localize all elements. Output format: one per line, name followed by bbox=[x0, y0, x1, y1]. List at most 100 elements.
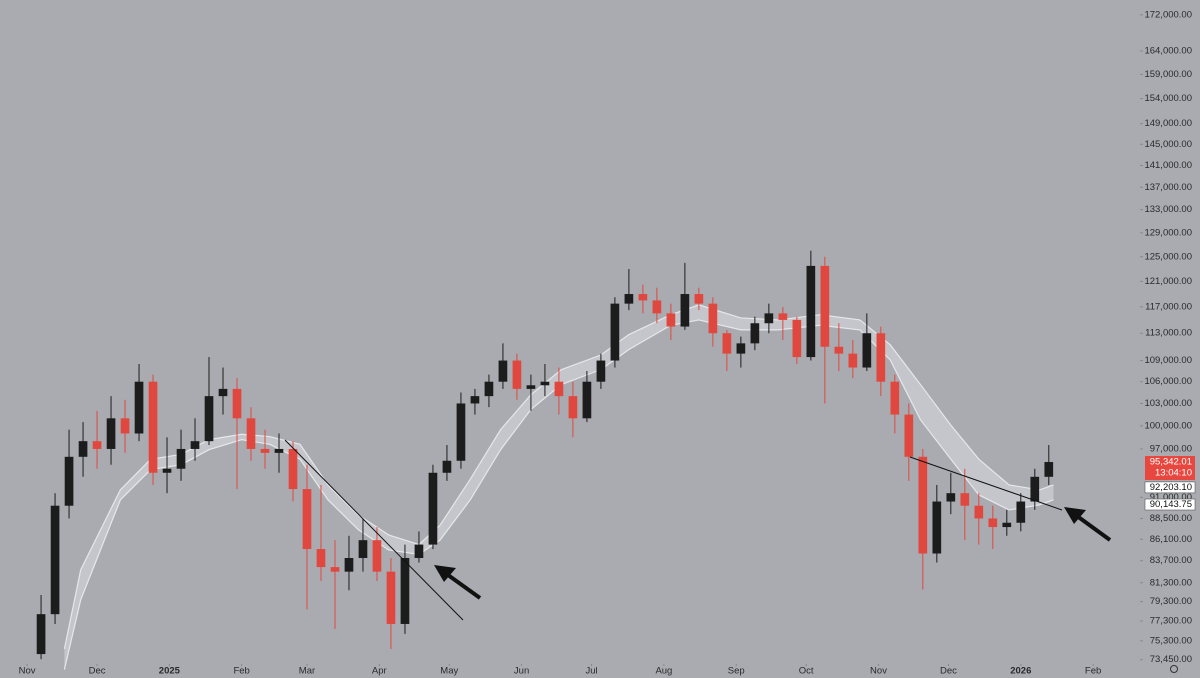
candle-body bbox=[848, 353, 858, 368]
price-label: 95,342.01 bbox=[1150, 457, 1192, 468]
x-tick-label: Dec bbox=[940, 666, 957, 677]
y-tick-label: 121,000.00 bbox=[1144, 276, 1192, 287]
candle-body bbox=[722, 333, 732, 354]
y-tick-label: 79,300.00 bbox=[1150, 596, 1192, 607]
candle-body bbox=[162, 468, 172, 473]
candle-body bbox=[92, 441, 102, 449]
candle-body bbox=[918, 456, 928, 554]
arrow bbox=[434, 565, 482, 600]
y-tick-label: 73,450.00 bbox=[1150, 654, 1192, 665]
y-tick-label: 145,000.00 bbox=[1144, 139, 1192, 150]
y-tick-label: 149,000.00 bbox=[1144, 118, 1192, 129]
candle-body bbox=[498, 360, 508, 382]
y-tick-label: 129,000.00 bbox=[1144, 227, 1192, 238]
candle-body bbox=[64, 456, 74, 506]
candle-body bbox=[946, 493, 956, 502]
candle-body bbox=[36, 614, 46, 655]
candle-body bbox=[890, 381, 900, 415]
x-tick-label: 2026 bbox=[1010, 666, 1031, 677]
candle-body bbox=[582, 381, 592, 419]
candle-body bbox=[330, 567, 340, 572]
y-tick-label: 137,000.00 bbox=[1144, 182, 1192, 193]
candle-body bbox=[610, 303, 620, 361]
y-tick-label: 91,000.00 bbox=[1150, 492, 1192, 503]
candle-body bbox=[274, 448, 284, 453]
y-tick-label: 154,000.00 bbox=[1144, 93, 1192, 104]
candle-body bbox=[554, 381, 564, 397]
y-tick-label: 164,000.00 bbox=[1144, 45, 1192, 56]
x-tick-label: Nov bbox=[870, 666, 887, 677]
y-tick-label: 75,300.00 bbox=[1150, 635, 1192, 646]
y-tick-label: 117,000.00 bbox=[1145, 301, 1192, 312]
candle-body bbox=[456, 403, 466, 461]
candle-body bbox=[960, 493, 970, 506]
candle-body bbox=[526, 385, 536, 389]
trend-line bbox=[284, 439, 464, 621]
candle-body bbox=[386, 571, 396, 624]
x-tick-label: Dec bbox=[89, 666, 106, 677]
y-tick-label: 141,000.00 bbox=[1144, 160, 1192, 171]
candle-body bbox=[344, 558, 354, 572]
y-tick-label: 103,000.00 bbox=[1144, 398, 1192, 409]
y-tick-label: 97,000.00 bbox=[1150, 443, 1192, 454]
candle-body bbox=[638, 294, 648, 301]
candle-body bbox=[1016, 501, 1026, 523]
candle-body bbox=[540, 381, 550, 386]
price-label-box bbox=[1144, 481, 1196, 494]
candle-body bbox=[792, 319, 802, 358]
price-label-box bbox=[1144, 498, 1196, 511]
candle-body bbox=[400, 558, 410, 624]
x-tick-label: Sep bbox=[728, 666, 745, 677]
candle-body bbox=[988, 518, 998, 528]
candle-body bbox=[750, 323, 760, 344]
x-tick-label: May bbox=[440, 666, 458, 677]
price-label: 92,203.10 bbox=[1150, 482, 1192, 493]
trend-line bbox=[909, 456, 1063, 511]
candle-body bbox=[1044, 462, 1054, 477]
candle-body bbox=[974, 505, 984, 519]
x-tick-label: Feb bbox=[1085, 666, 1101, 677]
candle-body bbox=[288, 448, 298, 490]
y-tick-label: 77,300.00 bbox=[1150, 616, 1192, 627]
candle-body bbox=[204, 396, 214, 442]
y-tick-label: 159,000.00 bbox=[1144, 69, 1192, 80]
candle-body bbox=[176, 448, 186, 469]
candle-body bbox=[708, 303, 718, 334]
y-tick-label: 88,500.00 bbox=[1150, 513, 1192, 524]
x-tick-label: Jul bbox=[585, 666, 597, 677]
x-tick-label: Aug bbox=[655, 666, 672, 677]
candle-body bbox=[1030, 476, 1040, 502]
candle-body bbox=[484, 381, 494, 397]
x-tick-label: Apr bbox=[372, 666, 387, 677]
candle-body bbox=[596, 360, 606, 382]
settings-icon[interactable] bbox=[1170, 665, 1178, 673]
candle-body bbox=[246, 418, 256, 449]
candle-body bbox=[876, 333, 886, 382]
candle-body bbox=[778, 313, 788, 320]
price-label: 90,143.75 bbox=[1150, 499, 1192, 510]
plot-area: 172,000.00 164,000.00 159,000.00 154,000.00… bbox=[19, 9, 1192, 676]
price-countdown: 13:04:10 bbox=[1155, 468, 1192, 479]
y-tick-label: 125,000.00 bbox=[1144, 251, 1192, 262]
candle-body bbox=[806, 265, 816, 358]
candle-body bbox=[764, 313, 774, 324]
candle-body bbox=[680, 294, 690, 327]
arrow bbox=[1064, 507, 1112, 542]
candle-body bbox=[78, 441, 88, 457]
candle-body bbox=[260, 448, 270, 453]
candle-body bbox=[106, 418, 116, 449]
candle-body bbox=[862, 333, 872, 368]
y-tick-label: 172,000.00 bbox=[1144, 9, 1192, 20]
candle-body bbox=[50, 505, 60, 615]
candle-body bbox=[218, 388, 228, 397]
price-label-box bbox=[1145, 456, 1195, 481]
candle-body bbox=[624, 294, 634, 304]
candle-body bbox=[442, 460, 452, 473]
candle-body bbox=[652, 300, 662, 314]
candle-body bbox=[834, 346, 844, 354]
candle-body bbox=[134, 381, 144, 434]
annotations bbox=[284, 439, 1178, 673]
